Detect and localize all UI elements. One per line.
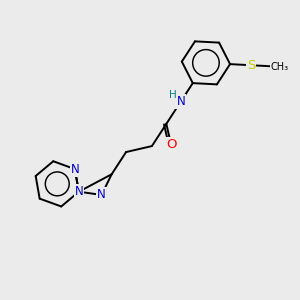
Text: N: N	[74, 185, 83, 198]
Text: N: N	[176, 95, 185, 108]
Text: N: N	[97, 188, 106, 201]
Text: O: O	[166, 138, 176, 151]
Text: N: N	[70, 163, 79, 176]
Text: CH₃: CH₃	[271, 62, 289, 72]
Text: H: H	[169, 90, 177, 100]
Text: S: S	[247, 59, 255, 72]
